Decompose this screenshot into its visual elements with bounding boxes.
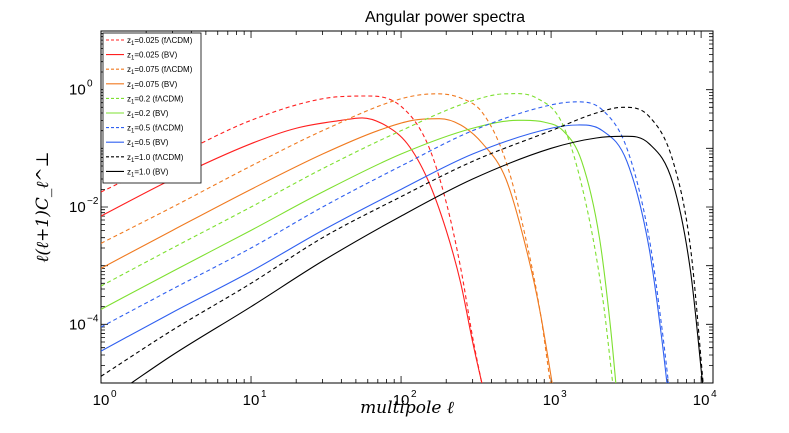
- series-line-1: [101, 117, 483, 383]
- x-tick-exponent: 4: [711, 389, 717, 400]
- legend-entry: z1=0.5 (fΛCDM): [127, 124, 184, 135]
- legend-entry: z1=0.075 (fΛCDM): [127, 65, 193, 76]
- series-line-6: [101, 101, 670, 383]
- x-tick-exponent: 2: [411, 389, 417, 400]
- series-line-0: [101, 95, 483, 383]
- legend: z1=0.025 (fΛCDM) z1=0.025 (BV) z1=0.075 (f…: [102, 32, 202, 184]
- legend-entry: z1=1.0 (fΛCDM): [127, 153, 184, 164]
- x-tick-label: 10: [93, 392, 110, 409]
- legend-entry: z1=0.025 (BV): [127, 51, 178, 62]
- series-line-8: [101, 106, 704, 383]
- legend-entry: z1=0.5 (BV): [127, 138, 169, 149]
- series-line-7: [101, 124, 668, 383]
- tick-marks: [100, 30, 713, 384]
- x-tick-exponent: 0: [111, 389, 117, 400]
- series-line-9: [130, 135, 704, 383]
- y-tick-exponent: −2: [87, 196, 99, 207]
- legend-entry: z1=0.2 (fΛCDM): [127, 94, 184, 105]
- x-tick-label: 10: [393, 392, 410, 409]
- chart-title: Angular power spectra: [365, 9, 525, 26]
- x-axis-label: multipole ℓ: [360, 398, 454, 418]
- x-tick-label: 10: [243, 392, 260, 409]
- axis-tick-labels: 10 0 10 1 10 2 10 3 10 410 −410 −210 0: [69, 79, 717, 409]
- legend-entry: z1=0.025 (fΛCDM): [127, 36, 193, 47]
- series-line-5: [101, 119, 617, 383]
- legend-entry: z1=0.075 (BV): [127, 80, 178, 91]
- x-tick-exponent: 3: [561, 389, 567, 400]
- y-tick-exponent: −4: [87, 313, 99, 324]
- legend-box: [102, 32, 202, 184]
- x-tick-label: 10: [693, 392, 710, 409]
- y-axis-label: ℓ(ℓ+1)C_ℓ^⊥: [33, 151, 53, 262]
- x-tick-exponent: 1: [261, 389, 267, 400]
- x-tick-label: 10: [543, 392, 560, 409]
- y-tick-label: 10: [69, 316, 86, 333]
- legend-entry: z1=0.2 (BV): [127, 109, 169, 120]
- series-line-4: [101, 93, 614, 383]
- legend-entry: z1=1.0 (BV): [127, 167, 169, 178]
- y-tick-exponent: 0: [87, 79, 93, 90]
- series-layer: [101, 93, 704, 383]
- y-tick-label: 10: [69, 82, 86, 99]
- series-line-3: [101, 118, 553, 383]
- axis-ticks: [100, 30, 713, 384]
- y-tick-label: 10: [69, 199, 86, 216]
